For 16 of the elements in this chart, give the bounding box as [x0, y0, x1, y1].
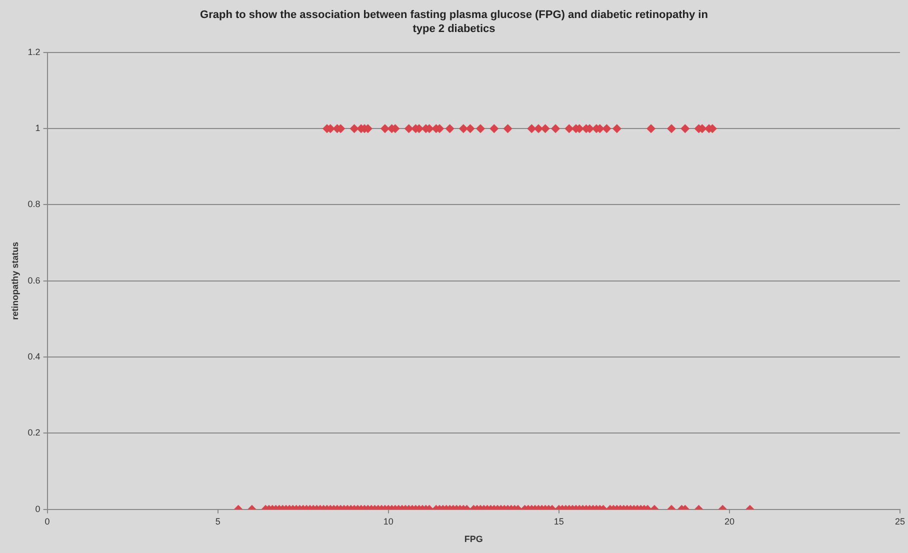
- x-tick-label: 20: [724, 516, 734, 526]
- y-tick-label: 1: [35, 123, 40, 134]
- x-tick-label: 5: [215, 516, 220, 526]
- x-tick-label: 10: [383, 516, 394, 526]
- x-tick-label: 25: [894, 516, 905, 526]
- x-axis-title: FPG: [464, 534, 483, 544]
- x-tick-label: 15: [554, 516, 564, 526]
- x-tick-label: 0: [44, 516, 50, 526]
- y-tick-label: 1.2: [28, 46, 40, 57]
- y-tick-label: 0.4: [28, 352, 40, 362]
- y-tick-label: 0: [35, 504, 40, 514]
- y-tick-label: 0.2: [28, 428, 40, 438]
- chart-title: Graph to show the association between fasting plasma glucose (FPG) and diabetic retinopathy in type 2 diabetics: [199, 8, 709, 37]
- y-tick-label: 0.6: [28, 275, 40, 286]
- y-axis-title: retinopathy status: [10, 242, 20, 320]
- y-tick-label: 0.8: [28, 199, 40, 210]
